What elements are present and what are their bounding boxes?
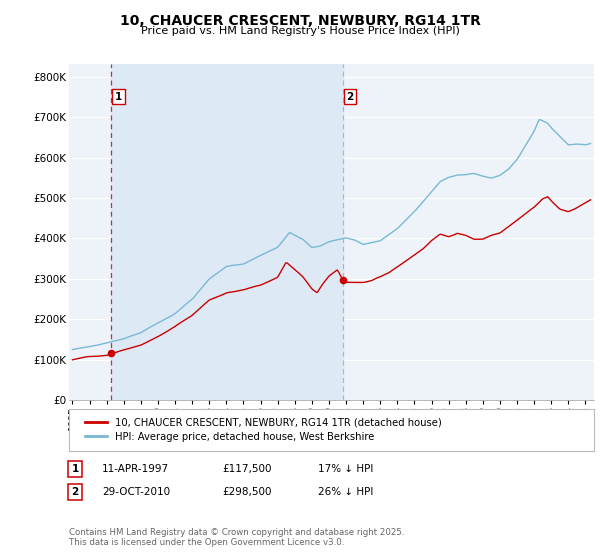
Text: 29-OCT-2010: 29-OCT-2010 (102, 487, 170, 497)
Text: 1: 1 (115, 92, 122, 102)
Legend: 10, CHAUCER CRESCENT, NEWBURY, RG14 1TR (detached house), HPI: Average price, de: 10, CHAUCER CRESCENT, NEWBURY, RG14 1TR … (79, 412, 448, 448)
Text: 26% ↓ HPI: 26% ↓ HPI (318, 487, 373, 497)
Text: 2: 2 (71, 487, 79, 497)
Text: Contains HM Land Registry data © Crown copyright and database right 2025.
This d: Contains HM Land Registry data © Crown c… (69, 528, 404, 547)
Text: Price paid vs. HM Land Registry's House Price Index (HPI): Price paid vs. HM Land Registry's House … (140, 26, 460, 36)
Text: 2: 2 (347, 92, 354, 102)
Text: 10, CHAUCER CRESCENT, NEWBURY, RG14 1TR: 10, CHAUCER CRESCENT, NEWBURY, RG14 1TR (119, 14, 481, 28)
Text: £117,500: £117,500 (222, 464, 271, 474)
Text: 17% ↓ HPI: 17% ↓ HPI (318, 464, 373, 474)
Text: £298,500: £298,500 (222, 487, 271, 497)
Bar (111, 64, 343, 400)
Text: 11-APR-1997: 11-APR-1997 (102, 464, 169, 474)
Text: 1: 1 (71, 464, 79, 474)
